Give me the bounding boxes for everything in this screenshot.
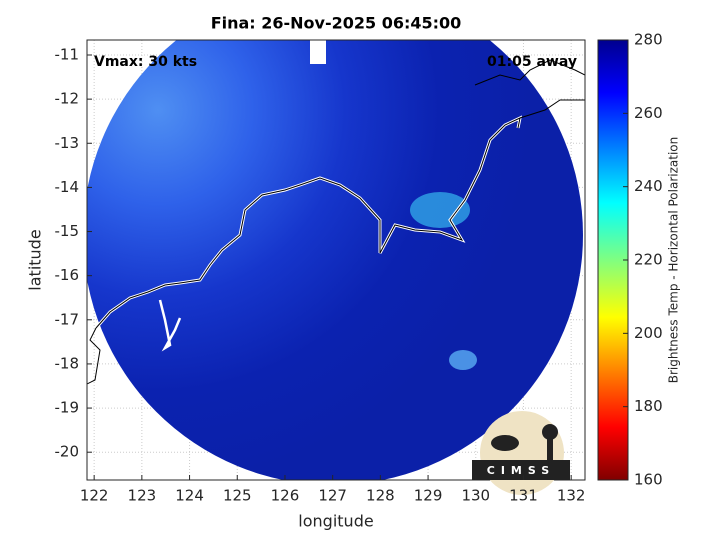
x-axis-label: longitude: [298, 512, 373, 531]
colorbar-tick-label: 220: [634, 251, 663, 269]
y-tick-label: -17: [55, 310, 80, 328]
colorbar-tick-label: 180: [634, 397, 663, 415]
chart-title: Fina: 26-Nov-2025 06:45:00: [211, 14, 462, 33]
warm-spot: [449, 350, 477, 370]
x-tick-label: 123: [128, 487, 157, 505]
y-tick-label: -16: [55, 266, 80, 284]
colorbar-tick-label: 260: [634, 104, 663, 122]
x-tick-label: 126: [271, 487, 300, 505]
annotation: 01:05 away: [487, 54, 577, 70]
y-tick-label: -19: [55, 399, 80, 417]
x-tick-label: 127: [318, 487, 347, 505]
gap: [310, 40, 326, 64]
logo-text: CIMSS: [487, 464, 555, 477]
y-tick-label: -12: [55, 90, 80, 108]
logo-tower: [542, 424, 558, 440]
x-tick-label: 125: [223, 487, 252, 505]
warm-spot: [410, 192, 470, 228]
y-tick-label: -11: [55, 46, 80, 64]
coastline: [158, 299, 182, 352]
logo-tower: [547, 438, 553, 460]
y-axis-label: latitude: [26, 229, 45, 290]
logo-bar: [472, 460, 570, 480]
colorbar-tick-label: 280: [634, 31, 663, 49]
coastline: [95, 117, 521, 329]
colorbar-tick-label: 160: [634, 471, 663, 489]
y-tick-label: -13: [55, 134, 80, 152]
coastline: [519, 99, 585, 119]
colorbar-tick-label: 200: [634, 324, 663, 342]
coastline: [474, 59, 585, 86]
x-tick-label: 129: [414, 487, 443, 505]
x-tick-label: 124: [175, 487, 204, 505]
x-tick-label: 132: [557, 487, 586, 505]
y-tick-label: -18: [55, 354, 80, 372]
swath: [87, 40, 585, 480]
colorbar-tick-label: 240: [634, 177, 663, 195]
x-tick-label: 130: [461, 487, 490, 505]
x-tick-label: 128: [366, 487, 395, 505]
colorbar-label: Brightness Temp - Horizontal Polarizatio…: [667, 137, 681, 384]
y-tick-label: -14: [55, 178, 80, 196]
x-tick-label: 131: [509, 487, 538, 505]
y-tick-label: -20: [55, 443, 80, 461]
logo: CIMSS: [472, 411, 570, 495]
axes-box: [86, 39, 586, 481]
logo-dish: [491, 435, 519, 451]
annotation: Vmax: 30 kts: [94, 54, 197, 70]
x-tick-label: 122: [80, 487, 109, 505]
swath-image: [87, 40, 583, 480]
y-tick-label: -15: [55, 222, 80, 240]
coastline: [87, 327, 101, 385]
